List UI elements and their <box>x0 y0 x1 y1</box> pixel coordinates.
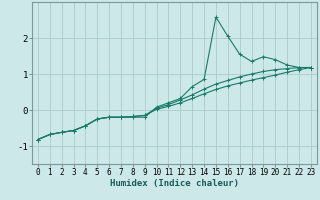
X-axis label: Humidex (Indice chaleur): Humidex (Indice chaleur) <box>110 179 239 188</box>
